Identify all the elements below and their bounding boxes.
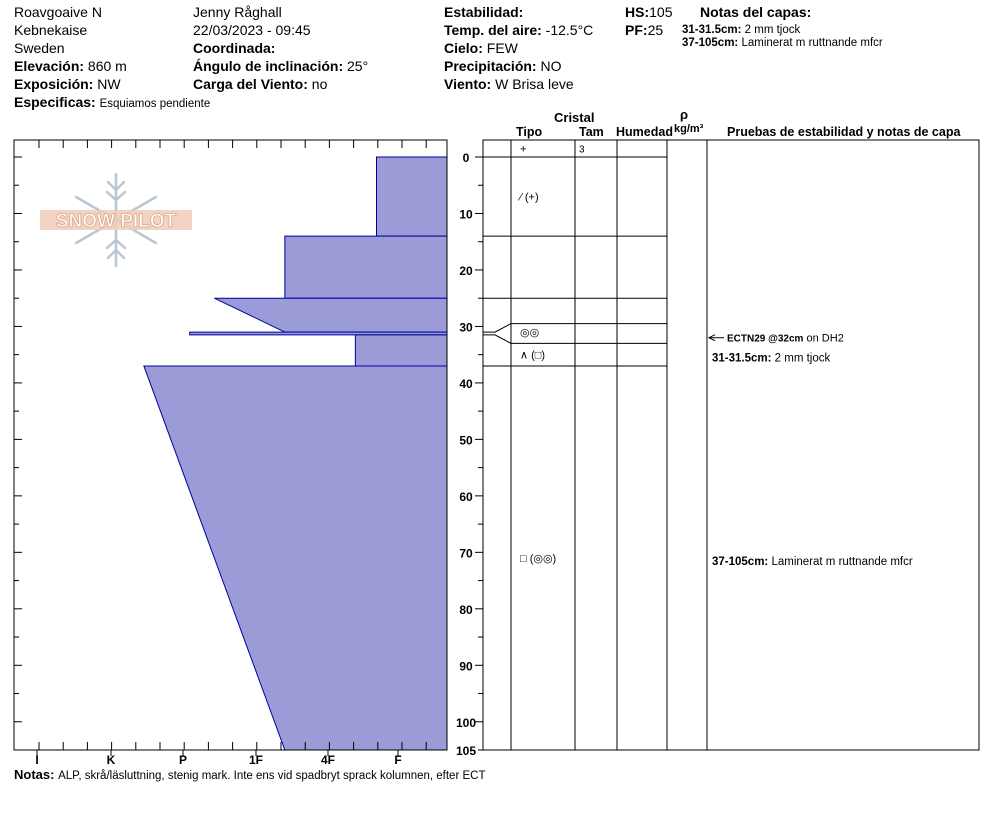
coordinate-row: Coordinada: (193, 40, 276, 56)
notes-row: Notas: ALP, skrå/läsluttning, stenig mar… (14, 767, 486, 782)
x-tick-label-F: F (394, 753, 401, 767)
hs-row: HS:105 (625, 4, 673, 20)
density-unit: kg/m³ (674, 123, 704, 135)
aspect-row: Exposición: NW (14, 76, 121, 92)
tests-header: Pruebas de estabilidad y notas de capa (727, 125, 961, 139)
specifics-row: Especificas: Esquiamos pendiente (14, 94, 211, 110)
slope-row: Ángulo de inclinación: 25° (193, 58, 369, 74)
layer-note-2: 37-105cm: Laminerat m ruttnande mfcr (682, 37, 883, 49)
x-tick-label-4F: 4F (321, 753, 335, 767)
layer-connector-1 (483, 334, 512, 344)
x-tick-label-P: P (179, 753, 187, 767)
y-tick-label-30: 30 (459, 320, 473, 334)
y-tick-label-10: 10 (459, 207, 473, 221)
air-temp-row: Temp. del aire: -12.5°C (444, 22, 594, 38)
crystal-symbol-0: + (520, 144, 526, 156)
y-tick-label-0: 0 (463, 151, 470, 165)
hardness-segment-5 (143, 365, 448, 751)
x-tick-label-I: I (35, 753, 38, 767)
region: Kebnekaise (14, 22, 88, 38)
table-layer-note-1: 37-105cm: Laminerat m ruttnande mfcr (712, 556, 913, 568)
y-tick-label-90: 90 (459, 659, 473, 673)
hardness-segment-2 (214, 297, 448, 333)
y-tick-label-100: 100 (456, 716, 476, 730)
y-tick-label-40: 40 (459, 377, 473, 391)
crystal-symbol-4: □ (◎◎) (520, 553, 556, 565)
pf-row: PF:25 (625, 22, 664, 38)
y-tick-label-60: 60 (459, 490, 473, 504)
wind-row: Viento: W Brisa leve (444, 76, 574, 92)
observer: Jenny Råghall (193, 4, 282, 20)
test-arrow-head (707, 334, 716, 342)
moisture-header: Humedad (616, 125, 673, 139)
x-tick-label-1F: 1F (249, 753, 263, 767)
crystal-symbol-3: ∧ (□) (520, 350, 545, 362)
density-symbol: ρ (680, 107, 689, 122)
stability-test-0: ECTN29 @32cm on DH2 (727, 333, 844, 345)
stability-row: Estabilidad: (444, 4, 524, 20)
hardness-segment-4 (354, 334, 448, 367)
hardness-segment-0 (376, 156, 448, 237)
layer-note-1: 31-31.5cm: 2 mm tjock (682, 24, 801, 36)
size-header: Tam (579, 125, 604, 139)
crystal-symbol-1: ⁄ (+) (517, 192, 539, 204)
crystal-header: Cristal (554, 110, 595, 125)
logo-text: SNOW PILOT (56, 211, 177, 232)
snowpilot-logo: SNOW PILOT (38, 172, 194, 268)
sky-row: Cielo: FEW (444, 40, 518, 56)
crystal-size-0: 3 (579, 145, 585, 156)
y-tick-label-50: 50 (459, 433, 473, 447)
layer-notes-title: Notas del capas: (700, 4, 812, 20)
x-tick-label-K: K (107, 753, 116, 767)
country: Sweden (14, 40, 65, 56)
type-header: Tipo (516, 125, 543, 139)
plot-frame (13, 139, 448, 751)
wind-load-row: Carga del Viento: no (193, 76, 328, 92)
snowflake-icon: SNOW PILOT (40, 172, 192, 268)
crystal-symbol-2: ◎◎ (520, 327, 539, 339)
layer-connector-0 (483, 323, 512, 333)
precip-row: Precipitación: NO (444, 58, 562, 74)
table-frame (482, 139, 980, 751)
y-tick-label-70: 70 (459, 546, 473, 560)
datetime: 22/03/2023 - 09:45 (193, 22, 311, 38)
elevation-row: Elevación: 860 m (14, 58, 127, 74)
location: Roavgoaive N (14, 4, 102, 20)
hardness-segment-1 (284, 235, 448, 299)
y-tick-label-80: 80 (459, 603, 473, 617)
y-tick-label-105: 105 (456, 744, 476, 758)
table-layer-note-0: 31-31.5cm: 2 mm tjock (712, 352, 831, 364)
y-tick-label-20: 20 (459, 264, 473, 278)
